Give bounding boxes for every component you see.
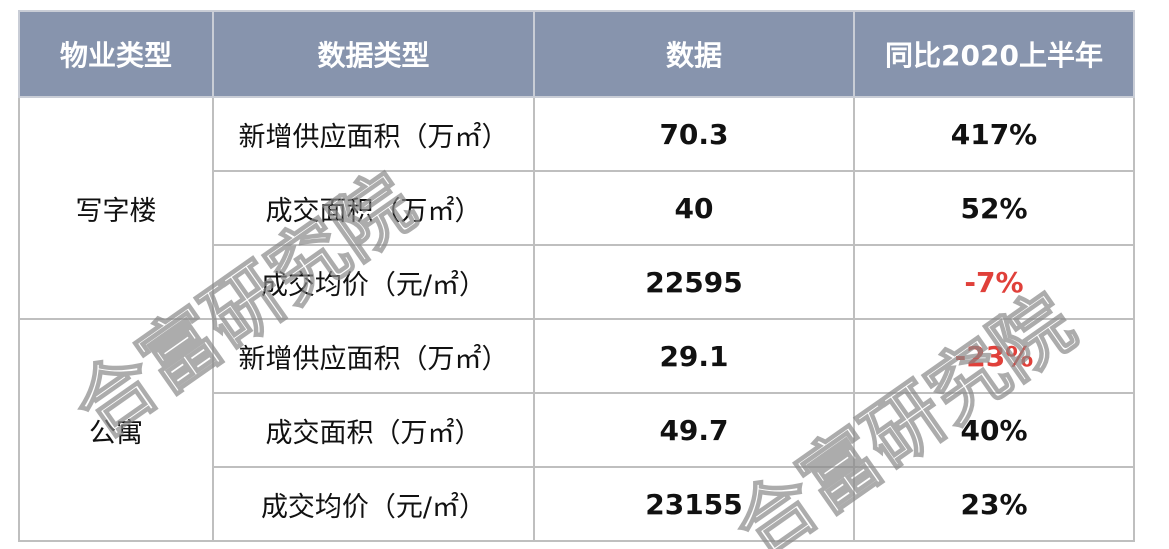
- yoy-cell: 23%: [853, 466, 1135, 542]
- header-property-type: 物业类型: [18, 10, 214, 98]
- table-row: 成交面积（万㎡） 49.7 40%: [19, 392, 1135, 468]
- value-cell: 40: [533, 170, 855, 246]
- header-yoy: 同比2020上半年: [853, 10, 1135, 98]
- data-table: 物业类型 数据类型 数据 同比2020上半年 写字楼 新增供应面积（万㎡） 70…: [18, 10, 1135, 542]
- value-cell: 29.1: [533, 318, 855, 394]
- metric-cell: 成交面积（万㎡）: [212, 392, 535, 468]
- property-type-cell: 写字楼: [18, 96, 214, 320]
- table-row: 写字楼 新增供应面积（万㎡） 70.3 417%: [18, 96, 1135, 320]
- header-data: 数据: [533, 10, 855, 98]
- metric-cell: 成交均价（元/㎡）: [212, 244, 535, 320]
- table-row: 公寓 新增供应面积（万㎡） 29.1 -23%: [18, 318, 1135, 542]
- property-type-cell: 公寓: [18, 318, 214, 542]
- value-cell: 23155: [533, 466, 855, 542]
- metric-cell: 成交面积（万㎡）: [212, 170, 535, 246]
- table-row: 成交均价（元/㎡） 22595 -7%: [19, 244, 1135, 320]
- header-row: 物业类型 数据类型 数据 同比2020上半年: [18, 10, 1135, 98]
- yoy-cell: -23%: [853, 318, 1135, 394]
- table-row: 成交均价（元/㎡） 23155 23%: [19, 466, 1135, 542]
- yoy-cell: 52%: [853, 170, 1135, 246]
- table-row: 成交面积（万㎡） 40 52%: [19, 170, 1135, 246]
- metric-cell: 成交均价（元/㎡）: [212, 466, 535, 542]
- yoy-cell: 417%: [853, 96, 1135, 172]
- value-cell: 22595: [533, 244, 855, 320]
- header-data-type: 数据类型: [212, 10, 535, 98]
- value-cell: 70.3: [533, 96, 855, 172]
- metric-cell: 新增供应面积（万㎡）: [212, 318, 535, 394]
- value-cell: 49.7: [533, 392, 855, 468]
- yoy-cell: -7%: [853, 244, 1135, 320]
- metric-cell: 新增供应面积（万㎡）: [212, 96, 535, 172]
- yoy-cell: 40%: [853, 392, 1135, 468]
